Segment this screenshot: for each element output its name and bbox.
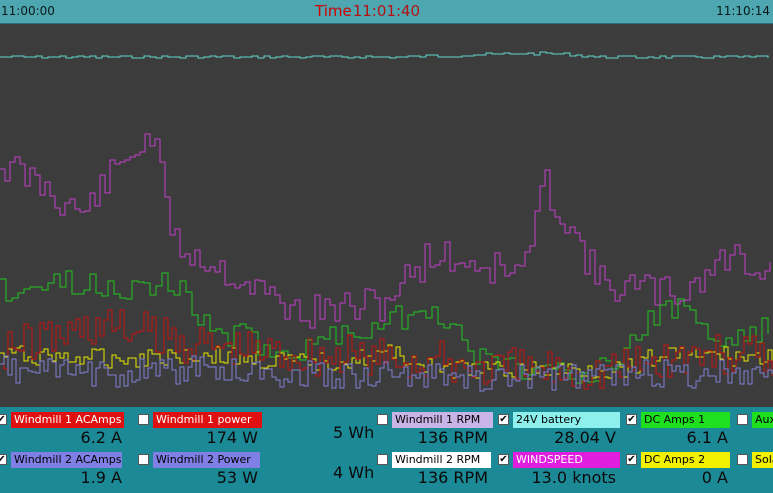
value-wm2-power: 53 W [216,468,258,487]
legend-wm1-rpm[interactable]: Windmill 1 RPM [377,412,493,428]
readout-panel: ✔ Windmill 1 ACAmps Windmill 1 power Win… [0,407,773,493]
legend-label-wm1-rpm: Windmill 1 RPM [392,412,493,428]
checkbox-windspeed[interactable]: ✔ [498,454,509,465]
value-wm2-rpm: 136 RPM [417,468,488,487]
time-label: Time [315,2,352,20]
checkbox-wm2-power[interactable] [138,454,149,465]
legend-label-wm2-acamps: Windmill 2 ACAmps [11,452,122,468]
value-wm1-acamps: 6.2 A [80,428,122,447]
legend-wm2-power[interactable]: Windmill 2 Power [138,452,260,468]
checkbox-wm1-acamps[interactable]: ✔ [0,414,7,425]
trend-plot-area[interactable] [0,24,773,407]
legend-label-dc-amps-1: DC Amps 1 [641,412,730,428]
legend-dc-amps-1[interactable]: ✔ DC Amps 1 [626,412,730,428]
trace-wm2-acamps [0,355,773,392]
trace-dc-amps-2 [0,344,773,380]
trace-windspeed [0,133,771,329]
energy-wh-2: 4 Wh [333,463,375,482]
energy-wh-1: 5 Wh [333,423,375,442]
end-time: 11:10:14 [716,4,770,18]
checkbox-battery-24v[interactable]: ✔ [498,414,509,425]
legend-label-aux: Aux [752,412,773,428]
trend-chart [0,51,773,392]
legend-windspeed[interactable]: ✔ WINDSPEED [498,452,620,468]
legend-label-dc-amps-2: DC Amps 2 [641,452,730,468]
legend-battery-24v[interactable]: ✔ 24V battery [498,412,620,428]
legend-dc-amps-2[interactable]: ✔ DC Amps 2 [626,452,730,468]
trace-battery-24v [0,51,769,59]
checkbox-dc-amps-2[interactable]: ✔ [626,454,637,465]
checkbox-wm1-power[interactable] [138,414,149,425]
checkbox-wm2-acamps[interactable]: ✔ [0,454,7,465]
value-wm1-rpm: 136 RPM [417,428,488,447]
legend-label-battery-24v: 24V battery [513,412,620,428]
legend-aux[interactable]: Aux [737,412,773,428]
legend-wm1-power[interactable]: Windmill 1 power [138,412,262,428]
start-time: 11:00:00 [1,4,55,18]
legend-label-wm2-power: Windmill 2 Power [153,452,260,468]
checkbox-wm1-rpm[interactable] [377,414,388,425]
value-dc-amps-2: 0 A [701,468,728,487]
checkbox-wm2-rpm[interactable] [377,454,388,465]
checkbox-dc-amps-1[interactable]: ✔ [626,414,637,425]
legend-wm2-acamps[interactable]: ✔ Windmill 2 ACAmps [0,452,122,468]
legend-label-wm2-rpm: Windmill 2 RPM [392,452,491,468]
value-wm1-power: 174 W [206,428,258,447]
value-wm2-acamps: 1.9 A [80,468,122,487]
current-time-display: Time11:01:40 [315,2,420,20]
value-dc-amps-1: 6.1 A [686,428,728,447]
legend-wm2-rpm[interactable]: Windmill 2 RPM [377,452,491,468]
checkbox-aux[interactable] [737,414,748,425]
trace-dc-amps-1 [0,270,769,384]
legend-label-wm1-power: Windmill 1 power [153,412,262,428]
checkbox-solar[interactable] [737,454,748,465]
legend-label-solar: Sola [752,452,773,468]
value-windspeed: 13.0 knots [531,468,616,487]
legend-solar[interactable]: Sola [737,452,773,468]
legend-label-windspeed: WINDSPEED [513,452,620,468]
current-time: 11:01:40 [352,2,421,20]
legend-label-wm1-acamps: Windmill 1 ACAmps [11,412,124,428]
value-battery-24v: 28.04 V [554,428,616,447]
legend-wm1-acamps[interactable]: ✔ Windmill 1 ACAmps [0,412,124,428]
time-header: 11:00:00 Time11:01:40 11:10:14 [0,0,773,24]
